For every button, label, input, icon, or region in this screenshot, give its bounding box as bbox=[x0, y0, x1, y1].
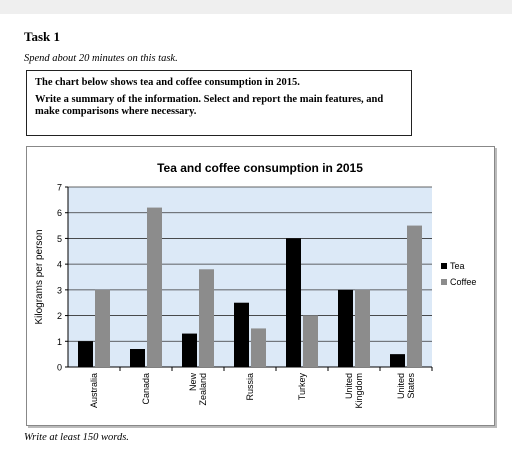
bar-coffee bbox=[199, 269, 214, 367]
x-tick-label: Turkey bbox=[297, 373, 307, 401]
y-tick-label: 4 bbox=[57, 260, 62, 270]
bar-tea bbox=[390, 354, 405, 367]
x-tick-label: UnitedKingdom bbox=[344, 373, 364, 409]
x-tick-label: Russia bbox=[245, 373, 255, 401]
bar-tea bbox=[78, 341, 93, 367]
y-tick-label: 0 bbox=[57, 363, 62, 373]
chart-frame: Tea and coffee consumption in 2015 0 1 2 3 4 5… bbox=[26, 146, 495, 426]
task-footer: Write at least 150 words. bbox=[24, 432, 129, 443]
plot-area bbox=[68, 187, 432, 367]
legend-swatch-coffee bbox=[441, 279, 447, 285]
bar-chart: Tea and coffee consumption in 2015 0 1 2 3 4 5… bbox=[34, 161, 476, 409]
x-tick-label: UnitedStates bbox=[396, 373, 416, 400]
prompt-line-2: Write a summary of the information. Sele… bbox=[35, 94, 384, 117]
y-tick-label: 7 bbox=[57, 183, 62, 193]
bar-coffee bbox=[355, 289, 370, 367]
chart-title: Tea and coffee consumption in 2015 bbox=[157, 161, 363, 175]
x-tick-label: Australia bbox=[89, 373, 99, 408]
legend-label-tea: Tea bbox=[450, 261, 465, 271]
bar-coffee bbox=[147, 207, 162, 367]
bar-coffee bbox=[95, 289, 110, 367]
y-axis-label: Kilograms per person bbox=[34, 229, 45, 324]
y-tick-label: 5 bbox=[57, 234, 62, 244]
prompt-box: The chart below shows tea and coffee con… bbox=[26, 70, 412, 136]
x-tick-label: NewZealand bbox=[188, 373, 208, 406]
prompt-line-1: The chart below shows tea and coffee con… bbox=[35, 77, 300, 88]
bar-tea bbox=[130, 349, 145, 367]
y-tick-label: 3 bbox=[57, 285, 62, 295]
y-tick-label: 1 bbox=[57, 337, 62, 347]
legend-label-coffee: Coffee bbox=[450, 277, 476, 287]
top-bar bbox=[0, 0, 512, 14]
task-instruction: Spend about 20 minutes on this task. bbox=[24, 53, 178, 64]
bar-coffee bbox=[303, 315, 318, 367]
y-tick-label: 6 bbox=[57, 208, 62, 218]
task-title: Task 1 bbox=[24, 29, 61, 44]
bar-tea bbox=[286, 238, 301, 367]
x-tick-label: Canada bbox=[141, 373, 151, 405]
bar-tea bbox=[338, 289, 353, 367]
legend-swatch-tea bbox=[441, 263, 447, 269]
y-tick-label: 2 bbox=[57, 311, 62, 321]
bar-tea bbox=[234, 302, 249, 367]
bar-coffee bbox=[251, 328, 266, 367]
bar-coffee bbox=[407, 225, 422, 367]
bar-tea bbox=[182, 333, 197, 367]
